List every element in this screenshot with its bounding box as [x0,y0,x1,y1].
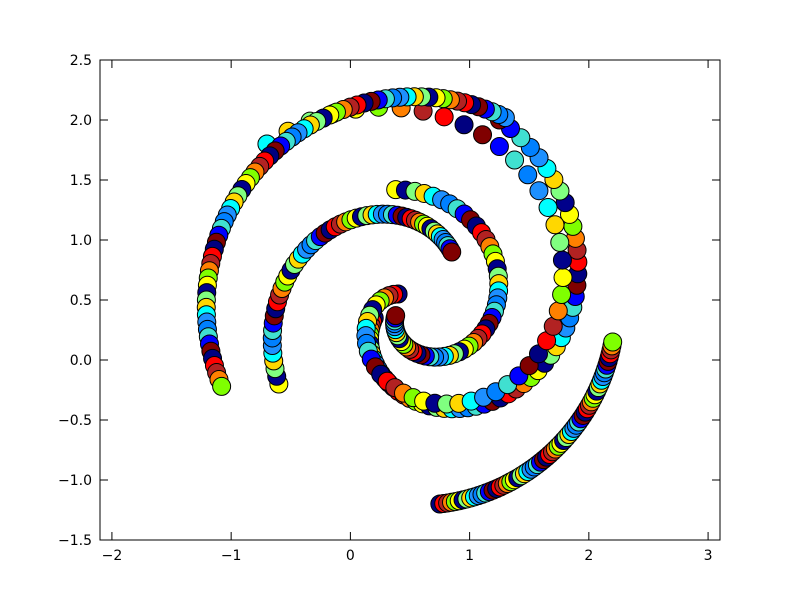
scatter-point [529,181,549,201]
scatter-point [212,376,232,396]
x-tick-label: −2 [102,548,123,564]
scatter-point [473,125,493,145]
scatter-point [548,301,568,321]
x-tick-label: 0 [346,548,355,564]
scatter-point [603,332,623,352]
axis-ticks: −2 −1 0 1 2 3 −1.5 −1.0 −0.5 0.0 0.5 1.0 1.5 2.0 2.5 [58,53,720,564]
y-tick-label: 2.0 [70,113,92,129]
x-tick-label: 2 [584,548,593,564]
scatter-point [386,306,406,326]
scatter-point [454,115,474,135]
scatter-point [538,197,558,217]
x-tick-label: 1 [465,548,474,564]
scatter-point [550,232,570,252]
scatter-point [505,150,525,170]
scatter-point [518,165,538,185]
x-tick-label: 3 [704,548,713,564]
y-tick-label: 1.0 [70,233,92,249]
x-tick-label: −1 [221,548,242,564]
y-tick-label: 2.5 [70,53,92,69]
scatter-point [545,215,565,235]
scatter-point [552,250,572,270]
y-tick-label: −1.5 [58,533,92,549]
y-tick-label: 0.0 [70,353,92,369]
scatter-point [442,242,462,262]
scatter-point [434,107,454,127]
y-tick-label: −1.0 [58,473,92,489]
y-tick-label: −0.5 [58,413,92,429]
y-tick-label: 1.5 [70,173,92,189]
scatter-point [489,137,509,157]
scatter-point [553,268,573,288]
scatter-points [196,87,623,514]
y-tick-label: 0.5 [70,293,92,309]
scatter-point [552,285,572,305]
